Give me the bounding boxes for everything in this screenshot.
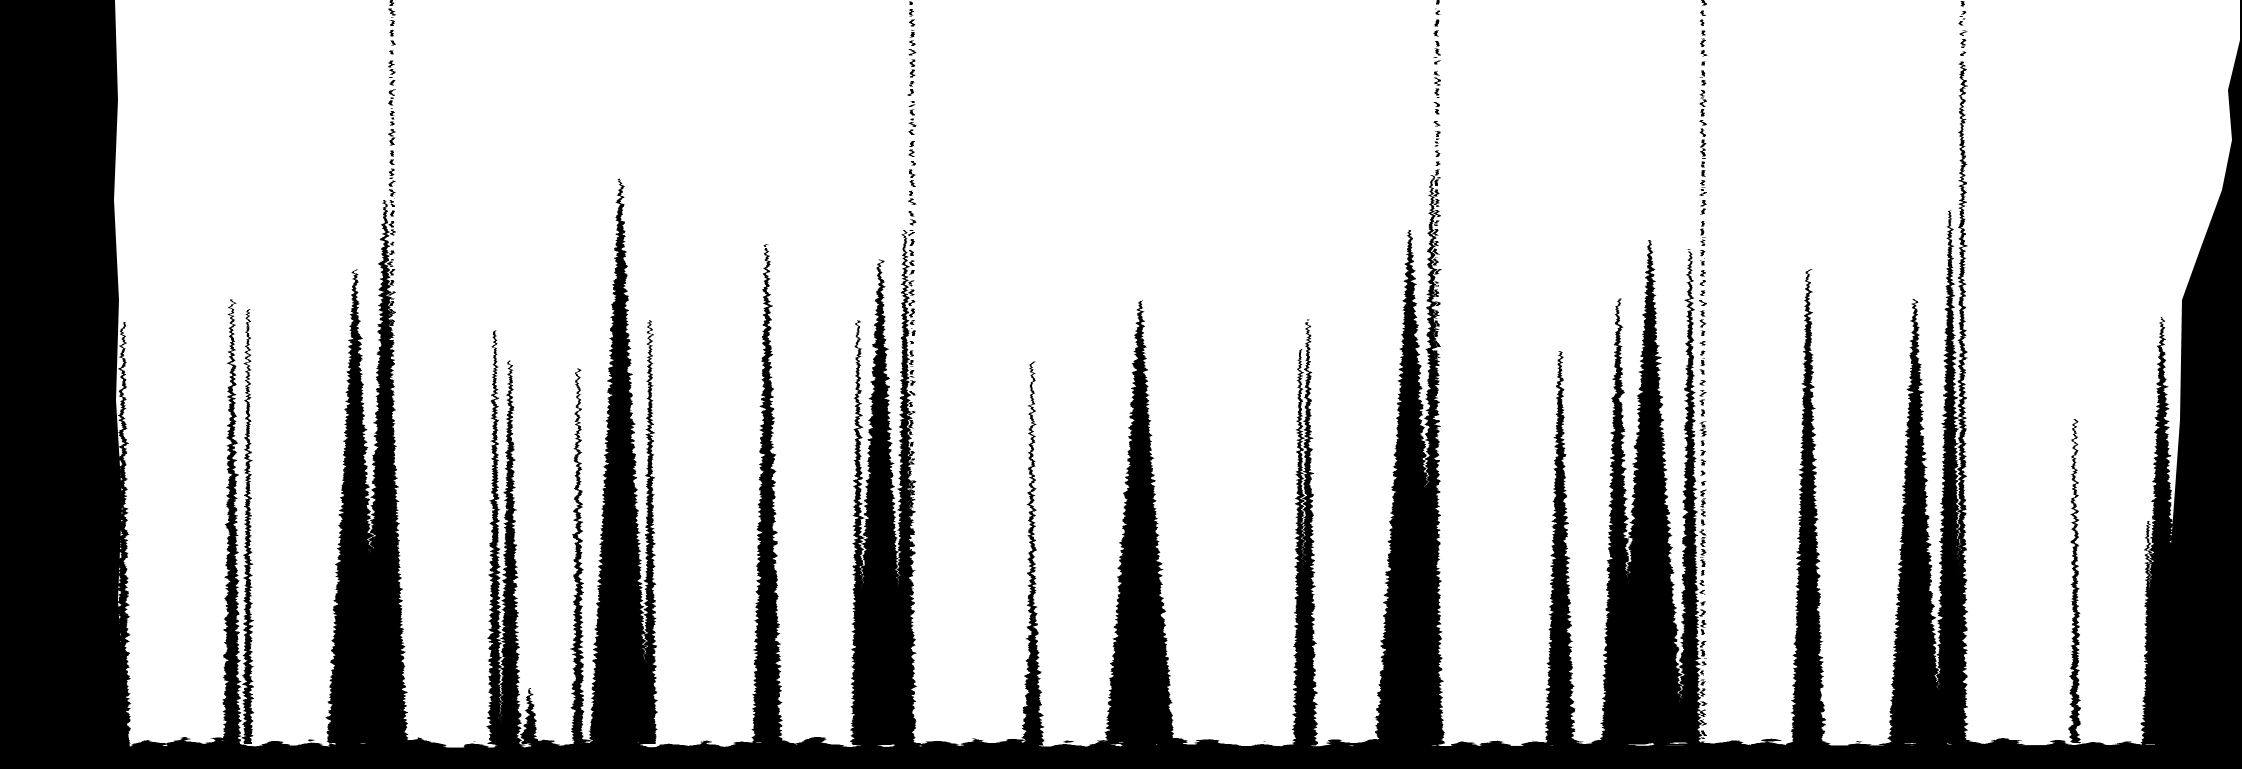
streak-1	[117, 320, 129, 744]
streak-12	[753, 245, 781, 744]
white-field	[114, 0, 2240, 748]
streak-31	[2071, 420, 2079, 744]
streak-11	[644, 320, 656, 744]
streak-28	[1889, 300, 1941, 744]
streak-20	[1300, 320, 1316, 744]
streak-14	[852, 260, 908, 744]
ragged-bottom-edge	[130, 738, 2160, 769]
streak-23	[1546, 350, 1574, 744]
streak-7	[500, 360, 520, 744]
streak-2	[224, 300, 240, 744]
dark-streaks	[117, 0, 2182, 769]
streak-9	[573, 370, 583, 744]
streak-3	[244, 310, 252, 744]
streak-15	[895, 230, 915, 744]
streak-8	[522, 690, 538, 744]
streak-33	[2142, 320, 2182, 744]
streak-10	[590, 180, 650, 744]
streak-18	[1106, 300, 1174, 744]
streak-26	[1680, 250, 1700, 744]
streak-27	[1792, 270, 1824, 744]
streak-25	[1616, 240, 1684, 744]
streak-5	[363, 200, 407, 744]
streak-6	[489, 330, 501, 744]
streak-17	[1023, 580, 1043, 744]
streak-29	[1936, 210, 1964, 744]
